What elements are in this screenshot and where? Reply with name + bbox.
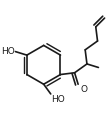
Text: O: O [81, 85, 88, 94]
Text: HO: HO [52, 95, 65, 104]
Text: HO: HO [1, 47, 15, 56]
